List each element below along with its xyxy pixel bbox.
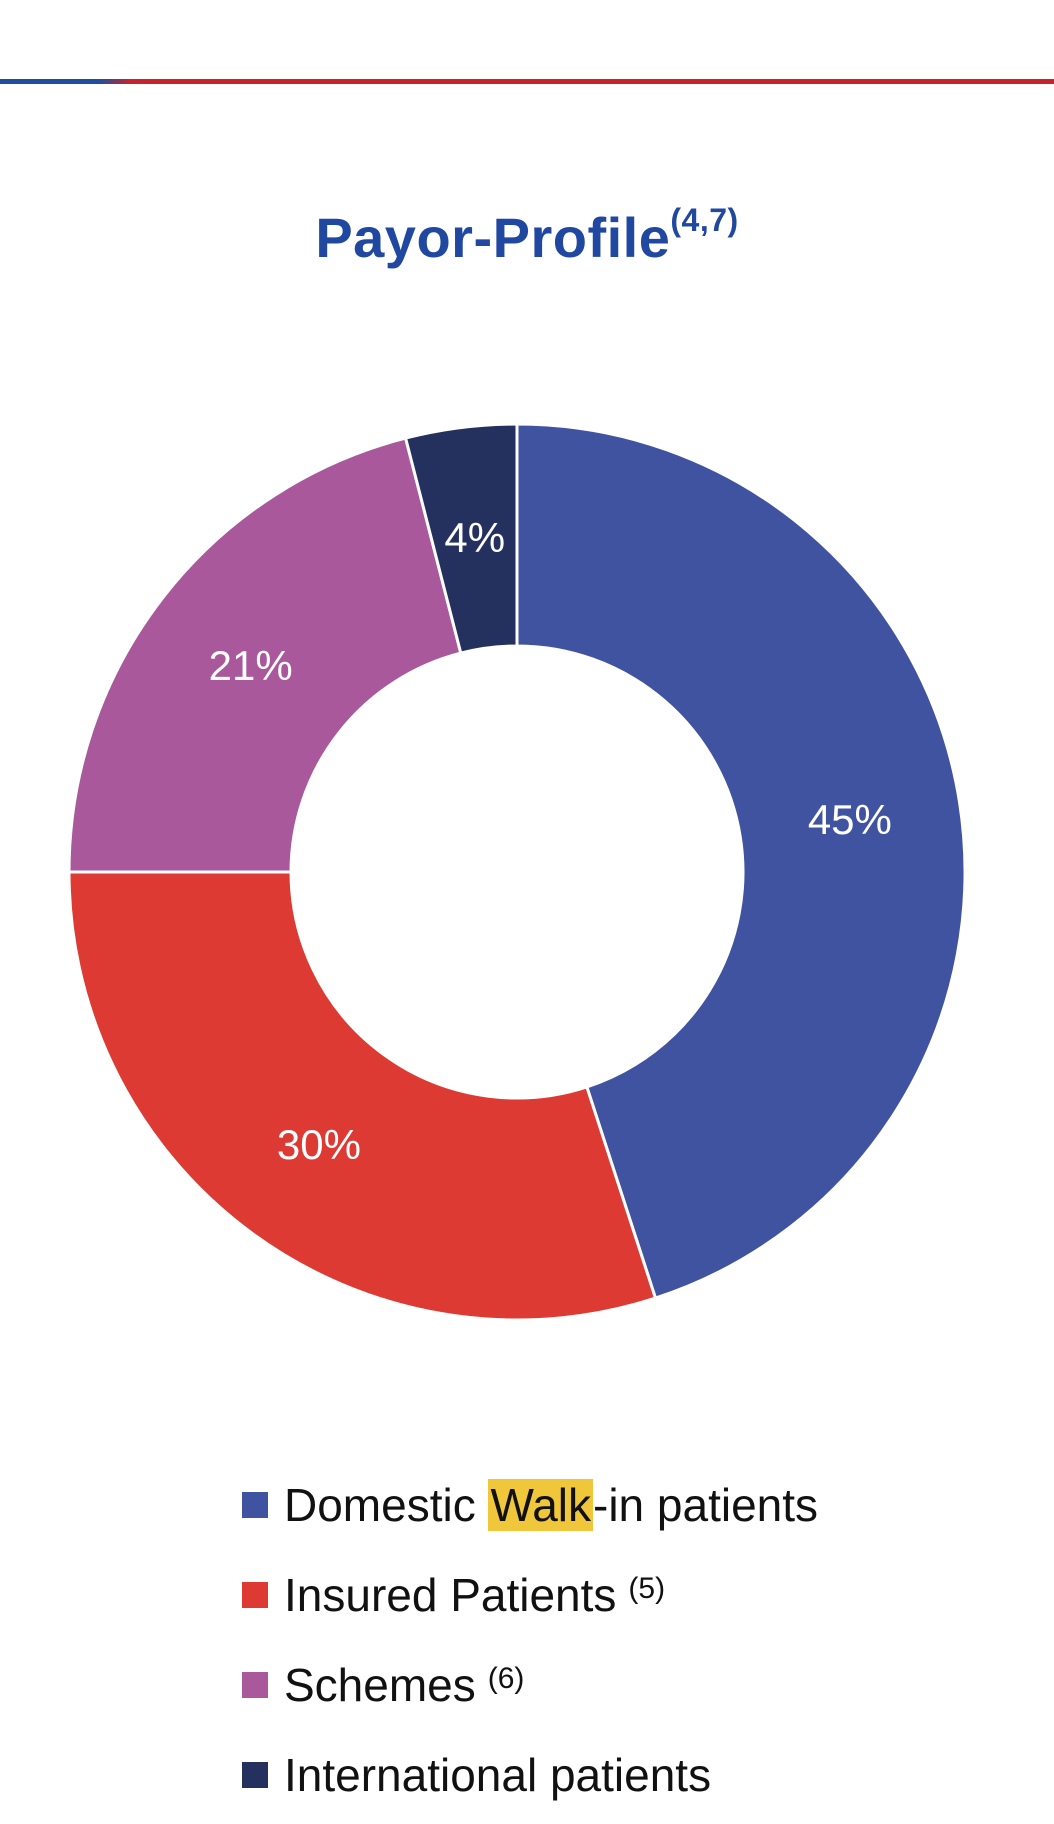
legend-text-domestic-post: -in patients (593, 1479, 819, 1531)
chart-title-text: Payor-Profile (315, 206, 671, 269)
legend-sup-insured: (5) (628, 1572, 666, 1605)
legend-swatch-international (242, 1762, 268, 1788)
legend-label-insured: Insured Patients (284, 1569, 617, 1621)
chart-title: Payor-Profile(4,7) (0, 202, 1054, 270)
donut-slice-international (403, 422, 519, 655)
slice-label-domestic: 45% (808, 796, 892, 843)
legend-item-insured: Insured Patients (5) (242, 1550, 1022, 1640)
header-rule (0, 79, 1054, 84)
legend-swatch-schemes (242, 1672, 268, 1698)
slice-label-insured: 30% (277, 1121, 361, 1168)
chart-legend: Domestic Walk-in patients Insured Patien… (242, 1460, 1022, 1820)
chart-title-superscript: (4,7) (670, 202, 739, 239)
legend-swatch-insured (242, 1582, 268, 1608)
legend-text-domestic-pre: Domestic (284, 1479, 489, 1531)
legend-item-international: International patients (242, 1730, 1022, 1820)
donut-chart: 45% 30% 21% 4% (67, 422, 967, 1322)
slice-label-international: 4% (444, 514, 505, 561)
legend-label-domestic: Domestic Walk-in patients (284, 1478, 818, 1532)
legend-text-highlight: Walk (488, 1479, 593, 1531)
legend-label-international: International patients (284, 1749, 712, 1801)
donut-slice-schemes (67, 436, 463, 874)
slice-label-schemes: 21% (209, 642, 293, 689)
legend-label-schemes: Schemes (284, 1659, 476, 1711)
donut-slice-domestic (515, 422, 967, 1300)
legend-item-schemes: Schemes (6) (242, 1640, 1022, 1730)
legend-swatch-domestic (242, 1492, 268, 1518)
legend-item-domestic: Domestic Walk-in patients (242, 1460, 1022, 1550)
legend-sup-schemes: (6) (487, 1662, 525, 1695)
donut-slice-insured (67, 870, 658, 1322)
